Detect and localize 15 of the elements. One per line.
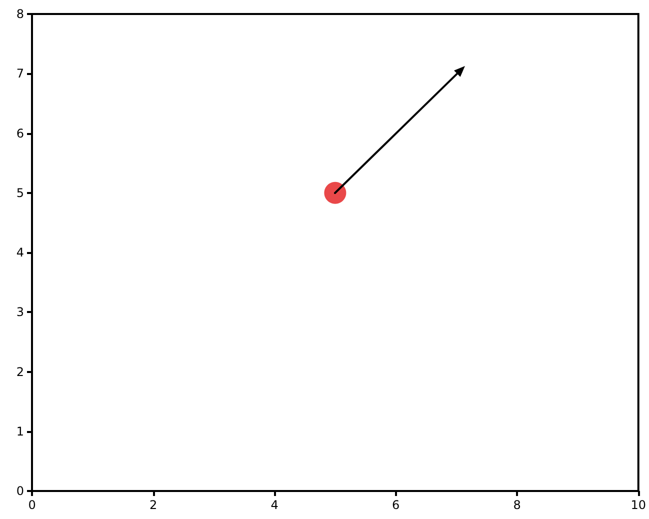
y-tick-label: 8 xyxy=(16,7,24,21)
y-tick-label: 1 xyxy=(16,424,24,438)
y-tick-label: 3 xyxy=(16,305,24,320)
x-tick-label: 6 xyxy=(392,498,400,512)
y-tick-label: 5 xyxy=(16,186,24,200)
x-tick-label: 4 xyxy=(270,498,278,512)
y-tick-label: 0 xyxy=(16,484,24,498)
x-tick-label: 10 xyxy=(630,498,646,512)
y-tick-label: 6 xyxy=(16,126,24,140)
x-tick-label: 2 xyxy=(149,498,158,512)
x-tick-label: 0 xyxy=(28,498,36,512)
x-tick-label: 8 xyxy=(513,498,521,512)
y-tick-label: 7 xyxy=(16,66,24,81)
y-tick-label: 2 xyxy=(16,364,24,379)
y-tick-label: 4 xyxy=(16,246,24,260)
